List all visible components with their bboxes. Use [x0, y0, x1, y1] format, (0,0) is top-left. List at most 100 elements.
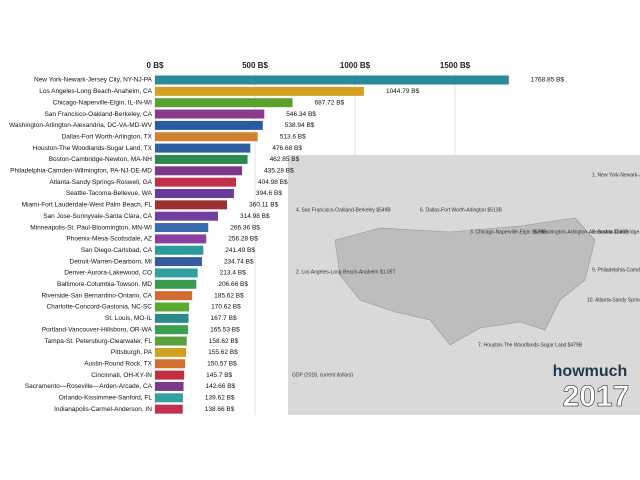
value-label: 170.62 B$: [211, 304, 241, 311]
bar: [155, 381, 184, 391]
value-label: 546.34 B$: [286, 111, 316, 118]
map-note: 9. Philadelphia-Camden-Wilmington $444B: [592, 267, 640, 273]
bar: [155, 120, 263, 130]
category-label: Baltimore-Columbia-Towson, MD: [57, 281, 152, 288]
value-label: 394.6 B$: [256, 190, 282, 197]
bar: [155, 177, 236, 187]
value-label: 404.98 B$: [258, 179, 288, 186]
category-label: Atlanta-Sandy Springs-Roswell, GA: [49, 179, 152, 186]
bar: [155, 313, 189, 323]
bar: [155, 166, 243, 176]
category-label: Chicago-Naperville-Elgin, IL-IN-WI: [53, 99, 153, 106]
map-note: GDP (2018, current dollars): [292, 372, 353, 378]
bar: [155, 257, 202, 267]
category-label: San Diego-Carlsbad, CA: [81, 247, 153, 254]
bar: [155, 211, 218, 221]
value-label: 158.62 B$: [209, 338, 239, 345]
map-note: 4. San Francisco-Oakland-Berkeley $549B: [296, 207, 391, 213]
value-label: 1044.79 B$: [386, 88, 420, 95]
value-label: 266.36 B$: [230, 224, 260, 231]
bar: [155, 75, 509, 85]
map-note: 10. Atlanta-Sandy Springs-Alpharetta $39…: [587, 297, 640, 303]
category-label: Los Angeles-Long Beach-Anaheim, CA: [39, 88, 152, 95]
value-label: 476.68 B$: [272, 145, 302, 152]
year: 2017: [563, 380, 630, 413]
category-label: Orlando-Kissimmee-Sanford, FL: [59, 395, 153, 402]
map-note: 6. Dallas-Fort Worth-Arlington $513B: [420, 207, 503, 213]
bar: [155, 245, 204, 255]
bar: [155, 154, 248, 164]
category-label: Minneapolis-St. Paul-Bloomington, MN-WI: [30, 224, 152, 231]
category-label: Houston-The Woodlands-Sugar Land, TX: [33, 145, 153, 152]
bar: [155, 279, 197, 289]
category-label: St. Louis, MO-IL: [105, 315, 152, 322]
map-note: 8. Boston-Cambridge-Newton $464B: [592, 229, 640, 235]
bar: [155, 404, 183, 414]
bar: [155, 98, 293, 108]
map-note: 3. Chicago-Naperville-Elgin $689B: [470, 229, 547, 235]
value-label: 538.94 B$: [285, 122, 315, 129]
value-label: 138.66 B$: [205, 406, 235, 413]
bar: [155, 200, 228, 210]
value-label: 462.85 B$: [270, 156, 300, 163]
map-note: 5. Washington-Arlington-Alexandria $540B: [534, 229, 629, 235]
value-label: 241.49 B$: [225, 247, 255, 254]
value-label: 360.11 B$: [249, 202, 279, 209]
bar: [155, 370, 185, 380]
value-label: 155.62 B$: [208, 349, 238, 356]
bar: [155, 234, 207, 244]
bar: [155, 189, 234, 198]
bar: [155, 268, 198, 278]
value-label: 513.6 B$: [280, 133, 306, 140]
value-label: 206.66 B$: [218, 281, 248, 288]
value-label: 165.53 B$: [210, 326, 240, 333]
x-tick-label: 1500 B$: [440, 61, 471, 70]
bar: [155, 86, 364, 96]
bar: [155, 143, 251, 153]
value-label: 150.57 B$: [207, 360, 237, 367]
category-label: Pittsburgh, PA: [111, 349, 153, 356]
category-label: Philadelphia-Camden-Wilmington, PA-NJ-DE…: [10, 168, 152, 175]
bar: [155, 336, 187, 346]
category-label: Sacramento—Roseville—Arden-Arcade, CA: [25, 383, 153, 390]
category-label: Washington-Arlington-Alexandria, DC-VA-M…: [9, 122, 153, 129]
value-label: 234.74 B$: [224, 258, 254, 265]
value-label: 687.72 B$: [315, 99, 345, 106]
bar: [155, 223, 209, 233]
category-label: San Jose-Sunnyvale-Santa Clara, CA: [43, 213, 152, 220]
value-label: 145.7 B$: [206, 372, 232, 379]
x-tick-label: 1000 B$: [340, 61, 371, 70]
map-note: 1. New York-Newark-Jersey City $1.7T: [592, 172, 640, 178]
bar: [155, 347, 187, 357]
category-label: Denver-Aurora-Lakewood, CO: [64, 270, 152, 277]
value-label: 435.28 B$: [264, 168, 294, 175]
category-label: Miami-Fort Lauderdale-West Palm Beach, F…: [22, 202, 153, 209]
value-label: 314.98 B$: [240, 213, 270, 220]
bar: [155, 302, 190, 312]
category-label: New York-Newark-Jersey City, NY-NJ-PA: [34, 77, 153, 84]
map-note: 7. Houston-The Woodlands-Sugar Land $479…: [478, 342, 583, 348]
category-label: Riverside-San Bernardino-Ontario, CA: [41, 292, 152, 299]
value-label: 213.4 B$: [220, 270, 246, 277]
bar: [155, 109, 265, 119]
value-label: 185.62 B$: [214, 292, 244, 299]
category-label: Charlotte-Concord-Gastonia, NC-SC: [47, 304, 153, 311]
category-label: Phoenix-Mesa-Scottsdale, AZ: [66, 236, 152, 243]
category-label: Tampa-St. Petersburg-Clearwater, FL: [44, 338, 152, 345]
category-label: Austin-Round Rock, TX: [84, 360, 152, 367]
category-label: Indianapolis-Carmel-Anderson, IN: [54, 406, 152, 413]
value-label: 139.62 B$: [205, 395, 235, 402]
bar: [155, 325, 189, 335]
category-label: Dallas-Fort Worth-Arlington, TX: [62, 133, 153, 140]
bar: [155, 132, 258, 142]
category-label: Detroit-Warren-Dearborn, MI: [70, 258, 153, 265]
category-label: Boston-Cambridge-Newton, MA-NH: [49, 156, 153, 163]
value-label: 256.28 B$: [228, 236, 258, 243]
bar: [155, 291, 193, 301]
x-tick-label: 500 B$: [242, 61, 268, 70]
us-map: [334, 217, 596, 346]
bar: [155, 393, 183, 403]
x-tick-label: 0 B$: [147, 61, 164, 70]
map-note: 2. Los Angeles-Long Beach-Anaheim $1.05T: [296, 269, 396, 275]
value-label: 167.7 B$: [211, 315, 237, 322]
